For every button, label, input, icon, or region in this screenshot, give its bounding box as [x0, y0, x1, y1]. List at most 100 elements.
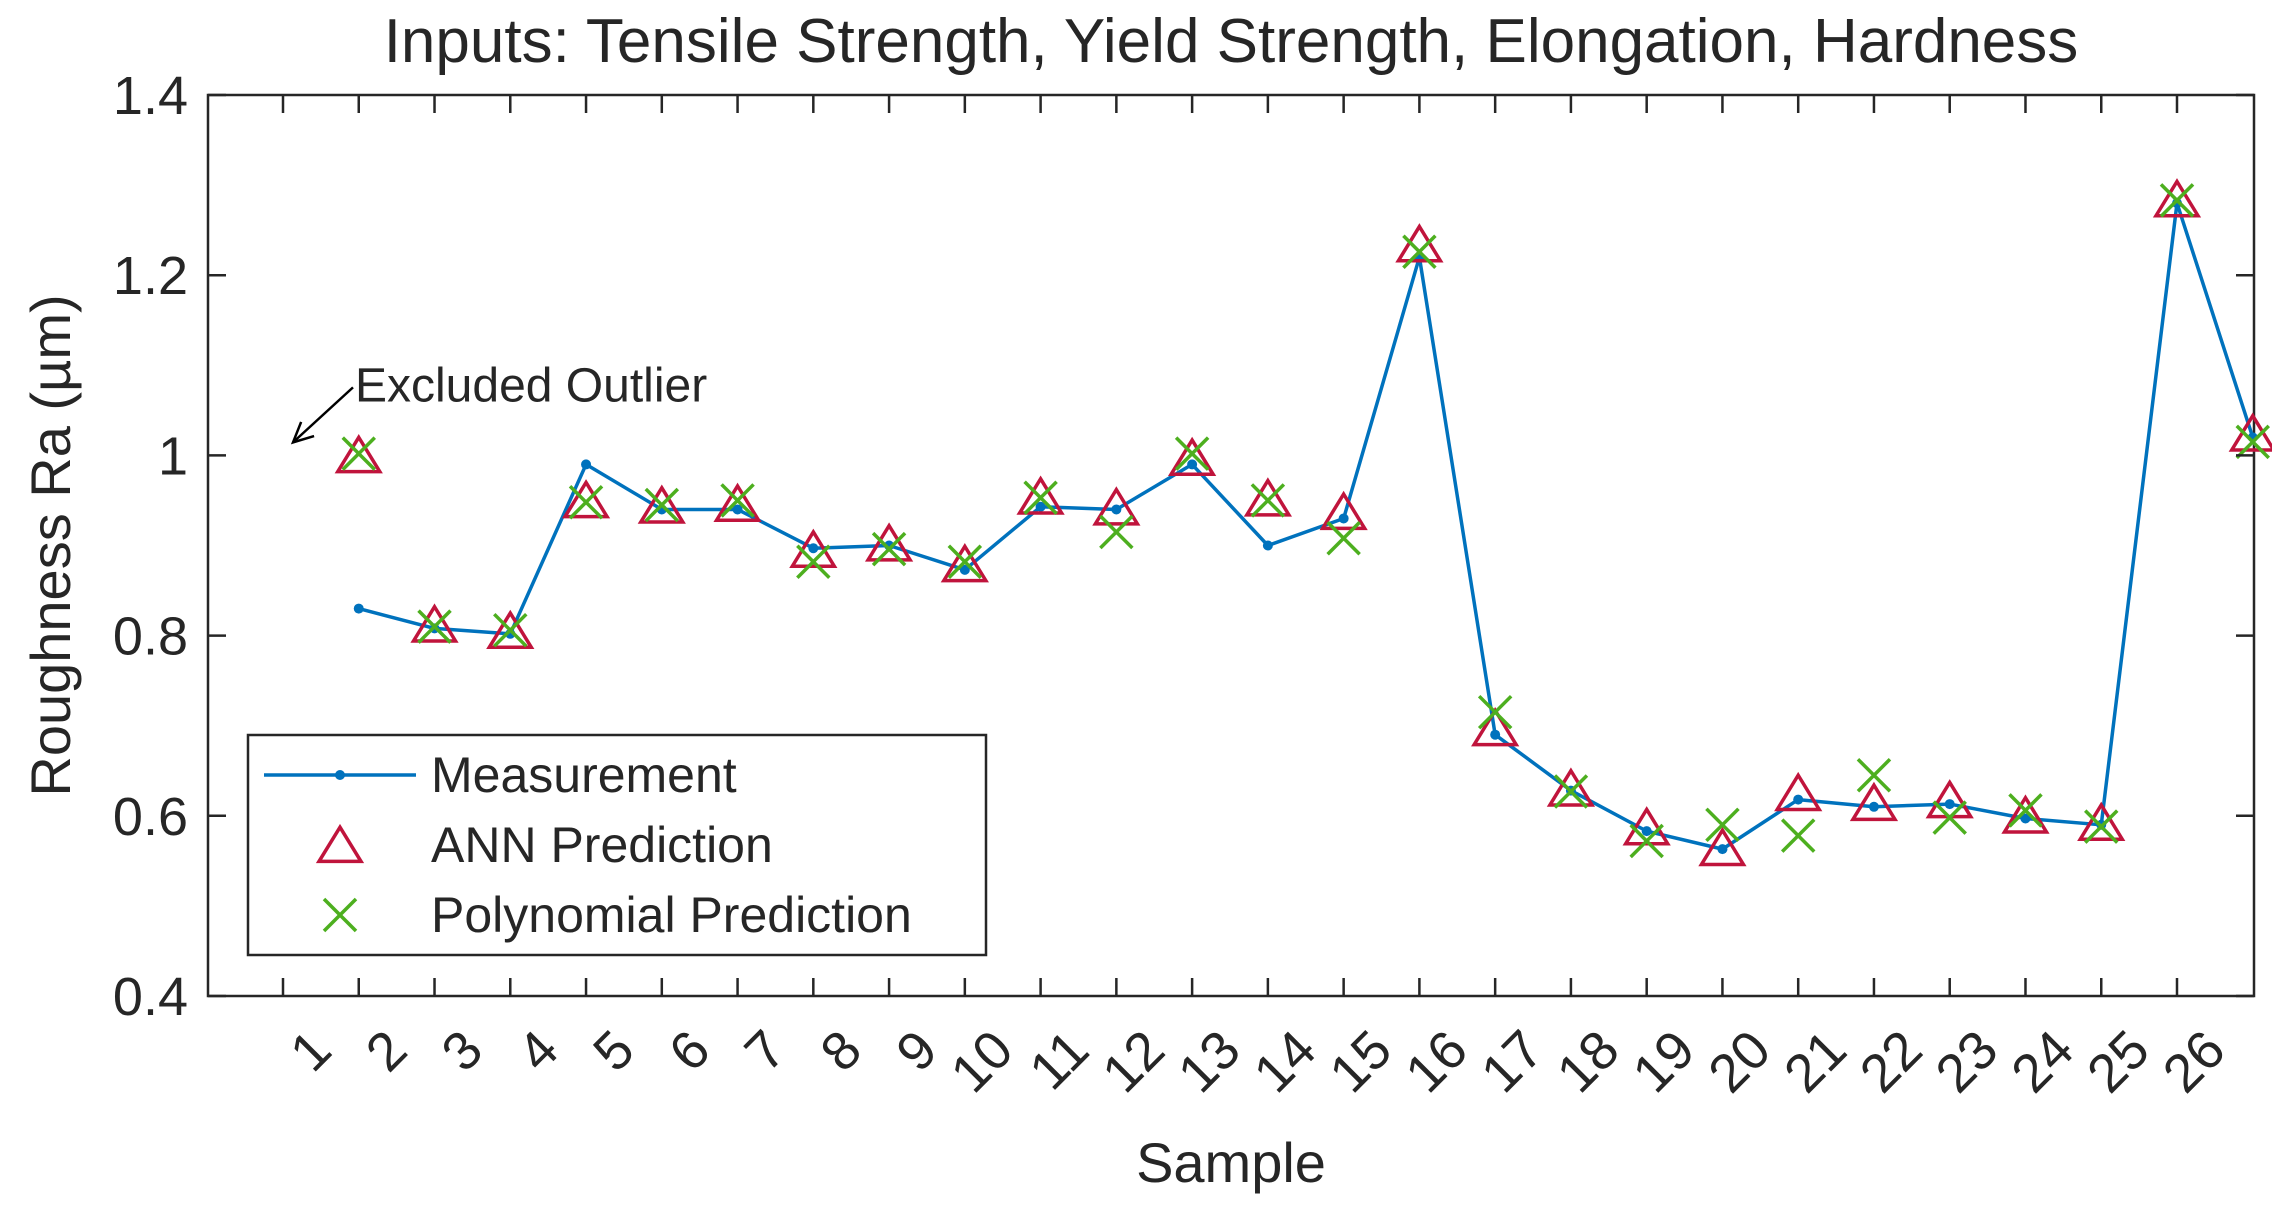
- polynomial-prediction-point: [1402, 234, 1437, 270]
- ann-prediction-point: [1698, 826, 1747, 867]
- polynomial-prediction-point: [1174, 436, 1210, 471]
- x-tick-label: 7: [734, 1019, 798, 1083]
- ann-prediction-point: [486, 609, 535, 650]
- measurement-point: [1793, 794, 1804, 805]
- polynomial-prediction-point: [1099, 514, 1134, 550]
- x-tick-label: 22: [1849, 1019, 1934, 1104]
- polynomial-prediction-point: [1780, 818, 1816, 853]
- y-tick-label: 1.4: [113, 66, 188, 126]
- polynomial-prediction-point: [871, 531, 907, 567]
- legend-ann-swatch: [315, 823, 365, 864]
- polynomial-x-stroke: [1174, 436, 1210, 471]
- measurement-point: [1490, 729, 1501, 740]
- y-tick-label: 0.4: [113, 967, 188, 1027]
- measurement-point: [1111, 504, 1122, 515]
- ann-prediction-point: [2152, 178, 2202, 218]
- polynomial-prediction-point: [1250, 483, 1286, 518]
- plot-area-box: [206, 93, 2256, 998]
- x-tick-label: 15: [1318, 1019, 1403, 1104]
- y-tick-label: 1.2: [113, 246, 188, 306]
- polynomial-x-stroke: [1553, 774, 1589, 809]
- polynomial-prediction-point: [2235, 424, 2270, 460]
- ann-prediction-point: [1849, 781, 1899, 822]
- axis-labels: Inputs: Tensile Strength, Yield Strength…: [19, 7, 2078, 1194]
- polynomial-x-stroke: [341, 436, 376, 471]
- polynomial-prediction-point: [2008, 793, 2043, 828]
- ann-prediction-series: [334, 178, 2272, 867]
- measurement-point: [1338, 513, 1349, 524]
- y-axis-label: Roughness Ra (µm): [19, 294, 82, 796]
- measurement-point: [353, 603, 364, 614]
- x-tick-label: 10: [940, 1019, 1025, 1104]
- polynomial-prediction-point: [568, 485, 604, 520]
- polynomial-x-stroke: [2235, 424, 2270, 460]
- ann-prediction-point: [864, 522, 914, 562]
- ann-prediction-point: [1774, 771, 1823, 812]
- polynomial-x-stroke: [1099, 514, 1134, 550]
- polynomial-prediction-point: [493, 612, 528, 648]
- ann-prediction-point: [2077, 801, 2126, 841]
- x-tick-label: 25: [2076, 1019, 2161, 1104]
- legend: Measurement ANN Prediction Polynomial Pred…: [246, 733, 988, 957]
- measurement-point: [2020, 813, 2031, 824]
- polynomial-prediction-point: [947, 544, 983, 579]
- x-tick-label: 21: [1773, 1019, 1858, 1104]
- legend-measurement-dot: [335, 770, 345, 780]
- polynomial-x-stroke: [2084, 809, 2119, 844]
- ann-prediction-point: [1319, 490, 1368, 531]
- measurement-point: [1868, 801, 1879, 812]
- legend-polynomial-swatch: [322, 897, 358, 933]
- legend-label: ANN Prediction: [431, 817, 773, 873]
- legend-label: Polynomial Prediction: [431, 887, 912, 943]
- x-tick-label: 2: [355, 1019, 419, 1083]
- polynomial-x-stroke: [2008, 793, 2043, 828]
- ann-prediction-point: [1167, 436, 1217, 477]
- polynomial-prediction-point: [2084, 809, 2119, 844]
- measurement-point: [1717, 844, 1728, 855]
- x-tick-label: 20: [1697, 1019, 1782, 1104]
- measurement-point: [808, 543, 819, 554]
- ann-prediction-point: [1546, 767, 1596, 807]
- polynomial-prediction-point: [1856, 758, 1892, 793]
- ann-prediction-point: [561, 479, 611, 519]
- polynomial-prediction-point: [341, 436, 376, 471]
- polynomial-prediction-point: [2159, 183, 2195, 218]
- x-tick-label: 12: [1091, 1019, 1176, 1104]
- x-tick-label: 14: [1243, 1019, 1328, 1104]
- polynomial-x-stroke: [1250, 483, 1286, 518]
- annotation-arrow-head: [290, 421, 315, 445]
- polynomial-x-stroke: [1705, 807, 1740, 843]
- ann-prediction-point: [1092, 486, 1141, 526]
- legend-box: [246, 733, 988, 957]
- polynomial-x-stroke: [796, 544, 831, 579]
- measurement-point: [581, 459, 592, 470]
- measurement-point: [1641, 826, 1652, 837]
- polynomial-prediction-point: [1705, 807, 1740, 843]
- polynomial-x-stroke: [1629, 823, 1664, 859]
- polynomial-x-stroke: [1780, 818, 1816, 853]
- polynomial-prediction-point: [1477, 694, 1513, 730]
- x-tick-label: 19: [1621, 1019, 1706, 1104]
- polynomial-x-stroke: [1932, 800, 1967, 835]
- polynomial-prediction-point: [644, 487, 680, 523]
- polynomial-prediction-point: [417, 609, 452, 644]
- y-tick-label: 1: [158, 426, 188, 486]
- x-tick-label: 9: [885, 1019, 949, 1083]
- measurement-point: [1035, 501, 1046, 512]
- polynomial-x-stroke: [644, 487, 680, 523]
- polynomial-prediction-point: [1023, 480, 1058, 515]
- x-tick-label: 13: [1167, 1019, 1252, 1104]
- polynomial-prediction-series: [341, 183, 2270, 859]
- ann-prediction-point: [713, 482, 762, 523]
- x-tick-label: 4: [506, 1019, 570, 1083]
- ann-prediction-point: [410, 603, 459, 643]
- ann-prediction-point: [940, 543, 989, 583]
- polynomial-prediction-point: [1326, 521, 1361, 556]
- x-tick-label: 11: [1018, 1019, 1100, 1101]
- ann-prediction-point: [1243, 477, 1293, 517]
- x-tick-label: 23: [1924, 1019, 2009, 1104]
- chart-title: Inputs: Tensile Strength, Yield Strength…: [384, 7, 2079, 76]
- measurement-point: [1187, 459, 1198, 470]
- ann-prediction-point: [2001, 794, 2050, 834]
